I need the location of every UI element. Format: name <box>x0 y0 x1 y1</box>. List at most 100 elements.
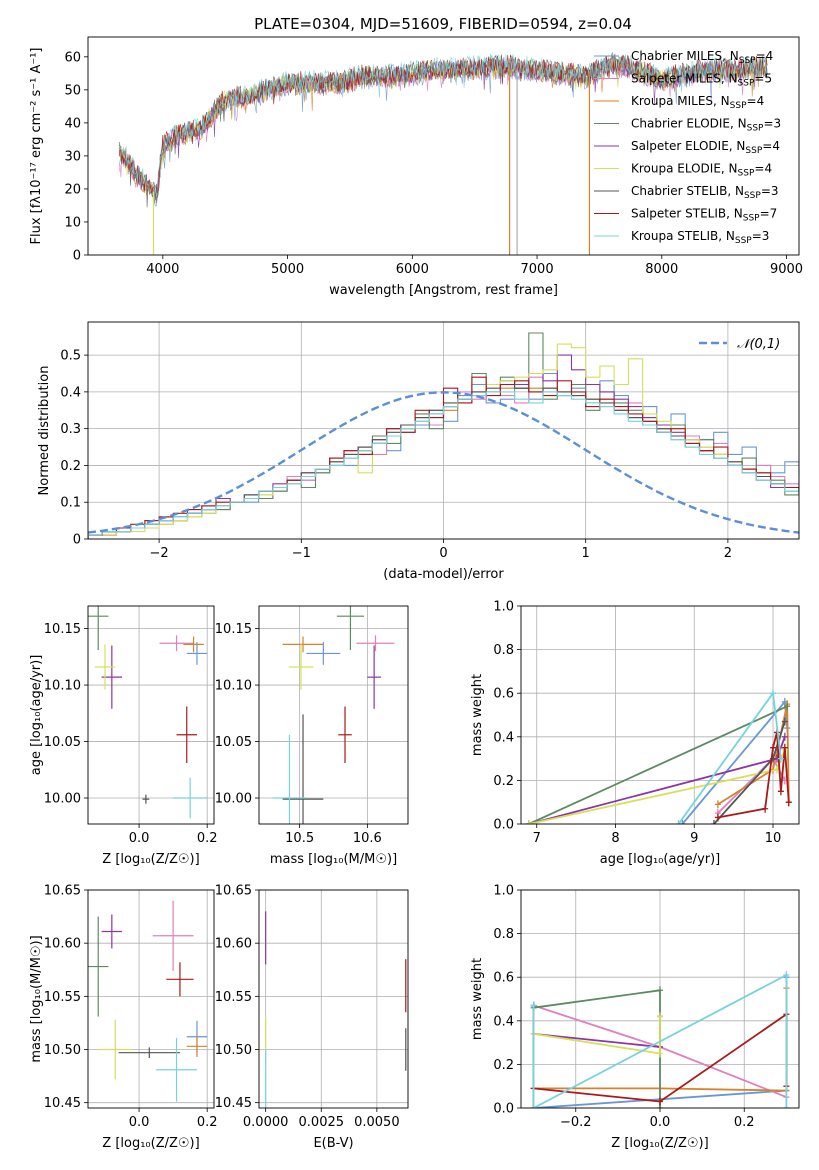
y-tick-label: 0.8 <box>493 927 514 942</box>
legend-label: Chabrier ELODIE, NSSP=3 <box>631 117 781 134</box>
x-tick-label: 0.0 <box>129 831 150 846</box>
x-tick-label: 9000 <box>770 262 803 277</box>
weight-marker <box>781 743 788 752</box>
x-axis-label: Z [log₁₀(Z/Z☉)] <box>102 1136 199 1151</box>
y-tick-label: 0.5 <box>60 349 81 364</box>
errorbar-point <box>94 644 116 690</box>
chart-residuals: −2 −1 0 1 2 0 0.1 0.2 0.3 0.4 0.5 (data-model)/erro… <box>37 321 800 582</box>
y-tick-label: 50 <box>64 83 81 98</box>
axes-frame <box>87 889 215 1109</box>
x-tick-label: 0.0 <box>129 1115 150 1130</box>
y-tick-label: 10.55 <box>44 990 81 1005</box>
chart-age-vs-mass: 10.5 10.6 10.00 10.05 10.10 10.15 mass [log₁₀(… <box>215 605 409 867</box>
errorbar-point <box>166 962 194 997</box>
y-tick-label: 10.10 <box>44 679 81 694</box>
x-tick-label: 0.0025 <box>299 1115 345 1130</box>
errorbar-point <box>288 644 314 690</box>
plot-area <box>118 52 768 255</box>
y-tick-label: 0.2 <box>493 1058 514 1073</box>
axes-frame <box>258 889 409 1109</box>
y-tick-label: 40 <box>64 116 81 131</box>
x-axis-label: mass [log₁₀(M/M☉)] <box>270 852 397 867</box>
weight-marker <box>762 804 769 813</box>
x-axis-label: age [log₁₀(age/yr)] <box>600 852 721 867</box>
weight-marker <box>657 986 663 995</box>
chart-mass-vs-Z: 0.0 0.2 10.45 10.50 10.55 10.60 10.65 Z [log₁₀(… <box>29 884 218 1152</box>
y-tick-label: 10.60 <box>215 937 252 952</box>
errorbar-point <box>186 642 208 665</box>
y-axis-label: age [log₁₀(age/yr)] <box>29 655 44 776</box>
x-tick-label: −2 <box>150 546 169 561</box>
histogram-series <box>88 332 799 539</box>
y-tick-label: 0.4 <box>60 385 81 400</box>
spectrum-line <box>118 52 768 197</box>
y-axis-label: mass weight <box>470 674 485 756</box>
legend-label: 𝒩(0,1) <box>737 337 780 352</box>
x-axis-label: Z [log₁₀(Z/Z☉)] <box>611 1136 708 1151</box>
x-tick-label: 0.2 <box>734 1115 755 1130</box>
y-tick-label: 10.45 <box>44 1096 81 1111</box>
weight-marker <box>784 702 791 711</box>
errorbar-point <box>152 900 194 971</box>
x-tick-label: 10.6 <box>353 831 382 846</box>
chart-spectrum: 4000 5000 6000 7000 8000 9000 0 10 20 30 40 50 60 wav… <box>29 36 803 298</box>
plot-area <box>530 971 790 1108</box>
axes-frame <box>258 605 409 825</box>
errorbar-point <box>306 642 341 665</box>
errorbar-point <box>173 777 208 819</box>
y-tick-label: 30 <box>64 149 81 164</box>
y-tick-label: 0.6 <box>493 687 514 702</box>
y-axis-label: mass [log₁₀(M/M☉)] <box>29 935 44 1062</box>
plot-area <box>88 332 799 539</box>
weight-line <box>533 1016 661 1055</box>
axes-frame <box>87 321 800 540</box>
y-tick-label: 20 <box>64 182 81 197</box>
chart-mass-weight-vs-Z: −0.2 0.0 0.2 0.0 0.2 0.4 0.6 0.8 1.0 Z [log₁₀(Z/Z… <box>470 884 800 1151</box>
y-tick-label: 0.0 <box>493 1102 514 1117</box>
histogram-series <box>88 391 799 539</box>
y-tick-label: 0.0 <box>493 818 514 833</box>
weight-marker <box>783 1104 790 1108</box>
weight-marker <box>657 1097 663 1106</box>
plot-area <box>272 606 395 824</box>
grid <box>88 606 214 824</box>
x-tick-label: 2 <box>724 546 732 561</box>
y-tick-label: 10.15 <box>44 622 81 637</box>
errorbar-point <box>101 914 123 949</box>
grid <box>259 606 408 824</box>
weight-line <box>532 973 788 1108</box>
y-axis-label: Flux [fλ10⁻¹⁷ erg cm⁻² s⁻¹ A⁻¹] <box>29 48 44 245</box>
errorbar-point <box>98 1019 133 1080</box>
errorbar-point <box>356 635 395 652</box>
y-tick-label: 0.4 <box>493 730 514 745</box>
weight-marker <box>710 820 717 824</box>
y-tick-label: 10.55 <box>215 990 252 1005</box>
x-tick-label: 8 <box>611 831 619 846</box>
spectrum-line <box>119 52 768 200</box>
weight-marker <box>770 689 777 698</box>
legend-label: Kroupa MILES, NSSP=4 <box>631 94 764 111</box>
x-tick-label: 9 <box>690 831 698 846</box>
y-tick-label: 1.0 <box>493 600 514 615</box>
x-tick-label: 8000 <box>645 262 678 277</box>
x-axis-label: wavelength [Angstrom, rest frame] <box>329 283 558 298</box>
y-tick-label: 10.00 <box>44 792 81 807</box>
errorbar-point <box>142 794 150 804</box>
axes-frame <box>520 605 800 825</box>
plot-area <box>88 606 208 819</box>
legend: 𝒩(0,1) <box>699 337 780 352</box>
errorbar-point <box>88 606 109 651</box>
weight-marker <box>679 820 686 824</box>
y-tick-label: 0.2 <box>493 774 514 789</box>
y-tick-label: 0 <box>73 249 81 264</box>
y-tick-label: 10.00 <box>215 792 252 807</box>
errorbar-point <box>159 635 194 652</box>
errorbar-point <box>338 706 352 764</box>
x-tick-label: 1 <box>582 546 590 561</box>
errorbar-point <box>176 706 197 764</box>
y-axis-label: Normed distribution <box>37 366 52 496</box>
plot-area <box>525 689 792 824</box>
weight-marker <box>777 754 784 763</box>
weight-marker <box>785 798 792 807</box>
